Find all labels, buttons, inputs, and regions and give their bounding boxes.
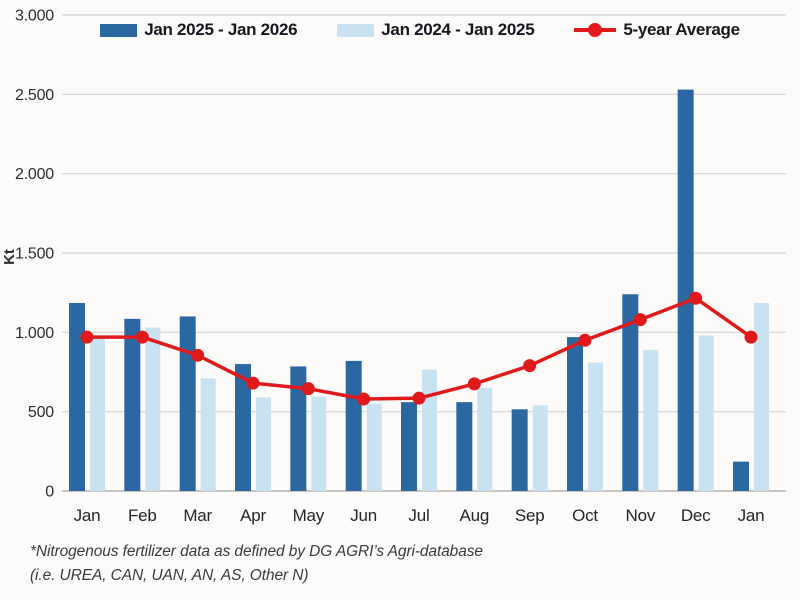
five-year-average-marker <box>744 330 758 344</box>
bar-jan2025-jan2026 <box>69 302 85 491</box>
five-year-average-marker <box>301 382 315 396</box>
footnote-line-1: *Nitrogenous fertilizer data as defined … <box>30 543 483 560</box>
legend: Jan 2025 - Jan 2026 Jan 2024 - Jan 2025 … <box>50 20 790 40</box>
x-tick-label: Mar <box>183 506 212 525</box>
x-tick-label: May <box>293 506 325 525</box>
x-tick-label: Apr <box>240 506 266 525</box>
bar-jan2025-jan2026 <box>401 402 417 491</box>
bar-jan2025-jan2026 <box>622 294 639 491</box>
legend-swatch-red-line-icon <box>574 23 617 37</box>
bar-jan2024-jan2025 <box>588 362 603 491</box>
x-tick-label: Jan <box>738 506 765 525</box>
bar-jan2024-jan2025 <box>366 403 382 491</box>
five-year-average-marker <box>412 391 426 405</box>
bar-jan2024-jan2025 <box>532 405 548 491</box>
x-tick-label: Feb <box>128 506 157 525</box>
bar-jan2025-jan2026 <box>677 89 694 491</box>
bar-jan2025-jan2026 <box>179 316 196 491</box>
y-tick-label: 1.000 <box>15 325 54 342</box>
five-year-average-marker <box>689 291 703 305</box>
y-axis-title: Kt <box>1 249 18 265</box>
bar-jan2024-jan2025 <box>256 397 271 491</box>
bar-jan2025-jan2026 <box>511 409 528 491</box>
five-year-average-marker <box>633 313 647 327</box>
bar-jan2024-jan2025 <box>145 327 161 491</box>
legend-label-5-year-average: 5-year Average <box>623 20 740 39</box>
y-tick-label: 3.000 <box>15 8 54 25</box>
five-year-average-marker <box>523 359 537 373</box>
y-tick-label: 2.000 <box>15 166 54 183</box>
bar-jan2025-jan2026 <box>456 402 473 491</box>
x-tick-label: Jul <box>408 506 429 525</box>
bar-jan2025-jan2026 <box>290 366 307 491</box>
five-year-average-marker <box>467 377 481 391</box>
bar-jan2024-jan2025 <box>643 349 659 491</box>
bar-jan2024-jan2025 <box>754 302 769 491</box>
y-tick-label: 1.500 <box>15 246 54 263</box>
legend-item-2025-2026: Jan 2025 - Jan 2026 <box>100 20 298 40</box>
y-tick-label: 0 <box>45 484 54 501</box>
x-tick-label: Oct <box>572 506 598 525</box>
legend-label-2024-2025: Jan 2024 - Jan 2025 <box>381 20 535 39</box>
x-tick-label: Dec <box>681 506 711 525</box>
five-year-average-marker <box>191 348 205 362</box>
bar-jan2024-jan2025 <box>422 369 437 491</box>
bar-jan2024-jan2025 <box>477 387 493 491</box>
bar-jan2025-jan2026 <box>124 318 141 491</box>
bar-jan2025-jan2026 <box>235 364 251 491</box>
bar-jan2025-jan2026 <box>345 360 362 491</box>
legend-swatch-dark-blue-icon <box>100 23 138 37</box>
y-tick-label: 500 <box>28 404 54 421</box>
five-year-average-marker <box>135 330 149 344</box>
five-year-average-marker <box>246 376 260 390</box>
x-tick-label: Sep <box>515 506 545 525</box>
fertilizer-bar-chart: 0 500 1.000 1.500 2.000 2.500 3.000 Kt Jan Feb Mar… <box>1 8 786 525</box>
five-year-average-marker <box>578 333 592 347</box>
bar-jan2025-jan2026 <box>733 461 749 491</box>
y-tick-label: 2.500 <box>15 87 54 104</box>
bar-jan2025-jan2026 <box>567 337 583 491</box>
bar-jan2024-jan2025 <box>90 338 105 491</box>
five-year-average-marker <box>80 330 94 344</box>
bar-jan2024-jan2025 <box>698 335 714 491</box>
legend-label-2025-2026: Jan 2025 - Jan 2026 <box>144 20 298 39</box>
legend-swatch-light-blue-icon <box>337 23 375 37</box>
x-tick-label: Nov <box>626 506 656 525</box>
legend-item-5-year-average: 5-year Average <box>574 20 740 40</box>
bar-jan2024-jan2025 <box>311 396 327 491</box>
x-tick-label: Jun <box>350 506 377 525</box>
x-tick-label: Jan <box>74 506 101 525</box>
bar-jan2024-jan2025 <box>200 378 216 491</box>
legend-item-2024-2025: Jan 2024 - Jan 2025 <box>337 20 535 40</box>
five-year-average-marker <box>357 392 371 406</box>
x-tick-label: Aug <box>460 506 490 525</box>
footnote-line-2: (i.e. UREA, CAN, UAN, AN, AS, Other N) <box>30 567 309 584</box>
footnote: *Nitrogenous fertilizer data as defined … <box>30 540 483 588</box>
